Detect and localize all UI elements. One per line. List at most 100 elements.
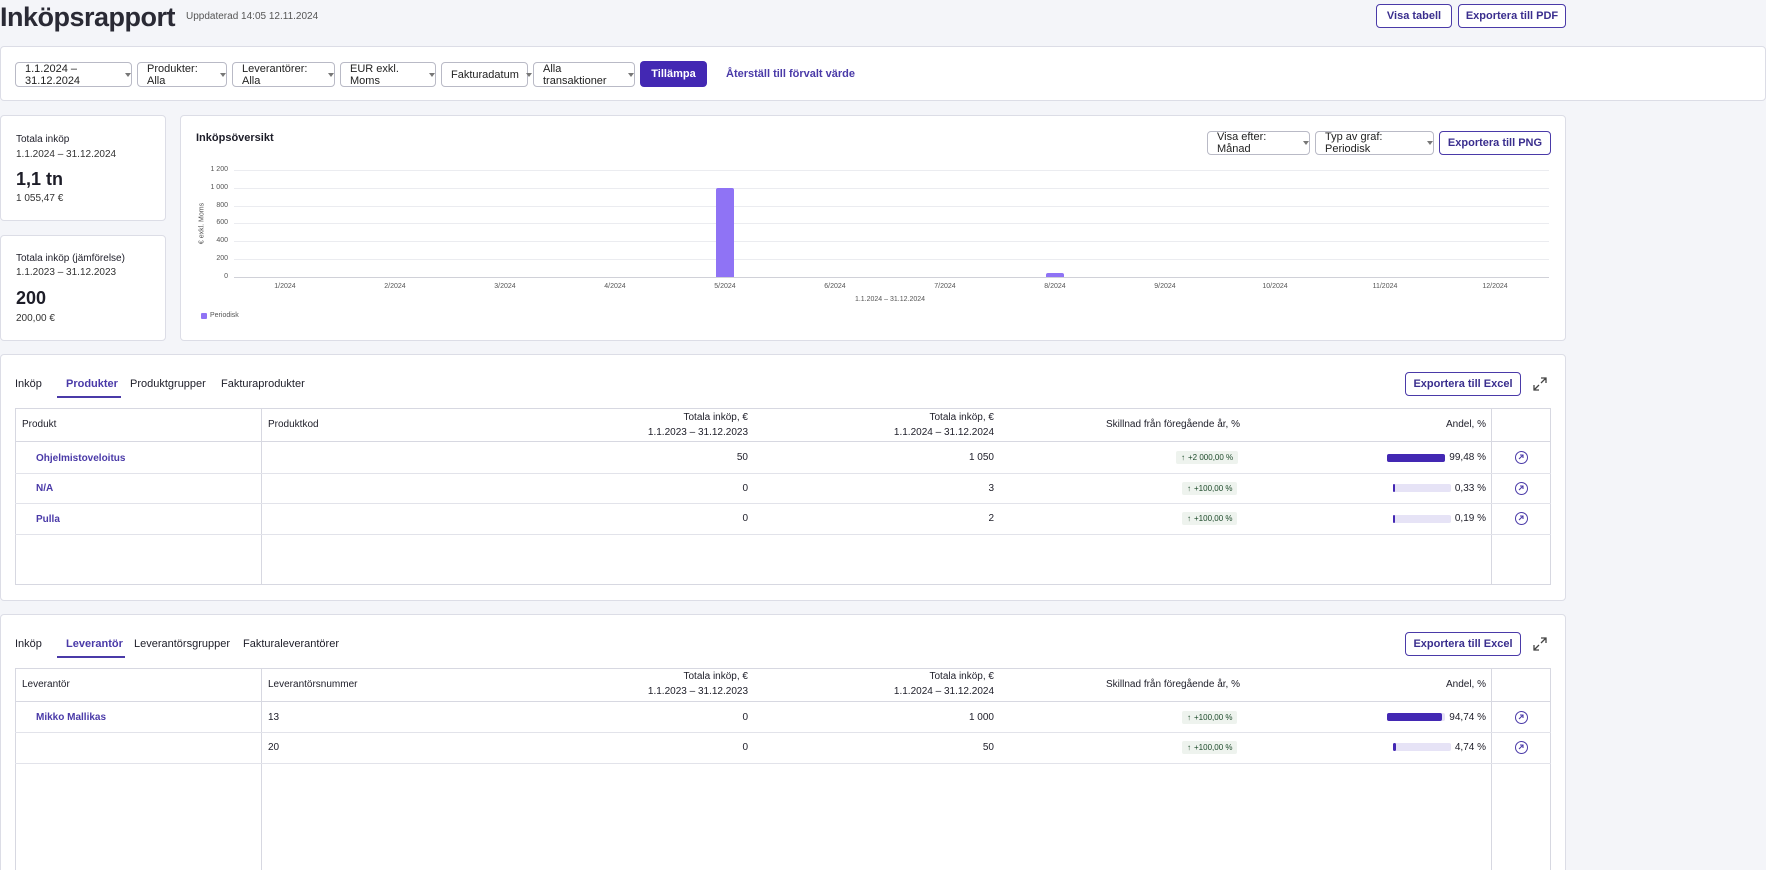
date-type-label: Fakturadatum bbox=[451, 68, 519, 81]
date-type-select[interactable]: Fakturadatum bbox=[441, 62, 532, 87]
y-tick-label: 1 200 bbox=[210, 166, 228, 173]
expand-icon[interactable] bbox=[1533, 637, 1547, 651]
diff-badge: ↑ +100,00 % bbox=[1182, 512, 1238, 525]
x-axis-label: 1.1.2024 – 31.12.2024 bbox=[854, 296, 926, 303]
apply-button[interactable]: Tillämpa bbox=[640, 61, 707, 87]
gridline bbox=[234, 206, 1549, 207]
date-range-select[interactable]: 1.1.2024 – 31.12.2024 bbox=[15, 62, 132, 87]
tab-invoice-suppliers[interactable]: Fakturaleverantörer bbox=[243, 638, 339, 650]
transactions-select[interactable]: Alla transaktioner bbox=[533, 62, 635, 87]
column-header-prev-total[interactable]: Totala inköp, € bbox=[683, 412, 749, 423]
gridline bbox=[234, 223, 1549, 224]
column-header-diff[interactable]: Skillnad från föregående år, % bbox=[1106, 419, 1240, 430]
column-header-code[interactable]: Produktkod bbox=[268, 419, 319, 430]
arrow-up-icon: ↑ bbox=[1187, 713, 1191, 722]
export-excel-button[interactable]: Exportera till Excel bbox=[1405, 372, 1521, 396]
tab-product-groups[interactable]: Produktgrupper bbox=[130, 378, 206, 390]
share-bar-fill bbox=[1387, 454, 1445, 462]
diff-value: +100,00 % bbox=[1194, 514, 1233, 523]
share-bar-fill bbox=[1393, 515, 1395, 523]
export-excel-button[interactable]: Exportera till Excel bbox=[1405, 632, 1521, 656]
reset-link[interactable]: Återställ till förvalt värde bbox=[726, 68, 855, 80]
open-detail-icon[interactable] bbox=[1515, 451, 1528, 464]
column-header-prev-total[interactable]: Totala inköp, € bbox=[683, 671, 749, 682]
suppliers-select[interactable]: Leverantörer: Alla bbox=[232, 62, 335, 87]
overview-title: Inköpsöversikt bbox=[196, 132, 274, 144]
export-png-button[interactable]: Exportera till PNG bbox=[1439, 131, 1551, 155]
total-purchases-value: 1,1 tn bbox=[16, 169, 64, 189]
column-header-product[interactable]: Produkt bbox=[22, 419, 57, 430]
share-value: 99,48 % bbox=[1449, 452, 1486, 463]
arrow-up-icon: ↑ bbox=[1187, 743, 1191, 752]
products-select[interactable]: Produkter: Alla bbox=[137, 62, 227, 87]
product-prev-value: 0 bbox=[742, 513, 748, 524]
tab-products[interactable]: Produkter bbox=[66, 378, 118, 390]
x-tick-label: 10/2024 bbox=[1262, 283, 1288, 290]
column-header-curr-total[interactable]: Totala inköp, € bbox=[929, 671, 995, 682]
product-name-link[interactable]: N/A bbox=[36, 483, 54, 494]
compare-purchases-exact: 200,00 € bbox=[16, 313, 55, 324]
column-header-supplier[interactable]: Leverantör bbox=[22, 679, 70, 690]
y-tick-label: 600 bbox=[216, 219, 228, 226]
column-header-prev-range: 1.1.2023 – 31.12.2023 bbox=[647, 427, 748, 438]
col-divider bbox=[261, 668, 262, 870]
share-value: 0,33 % bbox=[1454, 483, 1486, 494]
col-divider bbox=[1491, 668, 1492, 870]
column-header-curr-range: 1.1.2024 – 31.12.2024 bbox=[893, 686, 994, 697]
gridline bbox=[234, 188, 1549, 189]
products-label: Produkter: Alla bbox=[147, 62, 198, 87]
export-pdf-button[interactable]: Exportera till PDF bbox=[1458, 4, 1566, 28]
suppliers-table bbox=[15, 668, 1551, 870]
show-table-button[interactable]: Visa tabell bbox=[1376, 4, 1452, 28]
x-tick-label: 6/2024 bbox=[824, 283, 846, 290]
suppliers-section-label: Inköp bbox=[15, 638, 42, 650]
tab-supplier-groups[interactable]: Leverantörsgrupper bbox=[134, 638, 231, 650]
expand-icon[interactable] bbox=[1533, 377, 1547, 391]
supplier-name-link[interactable]: Mikko Mallikas bbox=[36, 712, 107, 723]
tab-supplier[interactable]: Leverantör bbox=[66, 638, 123, 650]
chevron-down-icon bbox=[125, 72, 131, 77]
arrow-up-icon: ↑ bbox=[1187, 514, 1191, 523]
open-detail-icon[interactable] bbox=[1515, 711, 1528, 724]
x-tick-label: 4/2024 bbox=[604, 283, 626, 290]
column-header-supplier-number[interactable]: Leverantörsnummer bbox=[268, 679, 358, 690]
x-tick-label: 8/2024 bbox=[1044, 283, 1066, 290]
chevron-down-icon bbox=[220, 72, 226, 77]
product-name-link[interactable]: Pulla bbox=[36, 514, 60, 525]
total-purchases-exact: 1 055,47 € bbox=[16, 193, 64, 204]
updated-timestamp: Uppdaterad 14:05 12.11.2024 bbox=[186, 11, 319, 22]
currency-select[interactable]: EUR exkl. Moms bbox=[340, 62, 436, 87]
chart-type-select[interactable]: Typ av graf: Periodisk bbox=[1315, 131, 1434, 155]
products-section-label: Inköp bbox=[15, 378, 42, 390]
chevron-down-icon bbox=[628, 72, 634, 77]
view-by-label: Visa efter: Månad bbox=[1217, 131, 1267, 155]
column-header-diff[interactable]: Skillnad från föregående år, % bbox=[1106, 679, 1240, 690]
chevron-down-icon bbox=[1303, 141, 1309, 145]
chart-bar-8/2024[interactable] bbox=[1046, 272, 1064, 277]
diff-badge: ↑ +2 000,00 % bbox=[1176, 451, 1239, 464]
currency-label: EUR exkl. Moms bbox=[350, 62, 399, 87]
product-name-link[interactable]: Ohjelmistoveloitus bbox=[36, 453, 126, 464]
column-header-curr-range: 1.1.2024 – 31.12.2024 bbox=[893, 427, 994, 438]
diff-value: +100,00 % bbox=[1194, 713, 1233, 722]
share-bar-fill bbox=[1393, 484, 1395, 492]
arrow-up-icon: ↑ bbox=[1181, 453, 1185, 462]
column-header-share[interactable]: Andel, % bbox=[1445, 679, 1486, 690]
tab-invoice-products[interactable]: Fakturaprodukter bbox=[221, 378, 305, 390]
supplier-curr-value: 50 bbox=[982, 742, 994, 753]
chevron-down-icon bbox=[1427, 141, 1433, 145]
product-prev-value: 50 bbox=[736, 452, 748, 463]
column-header-curr-total[interactable]: Totala inköp, € bbox=[929, 412, 995, 423]
chevron-down-icon bbox=[525, 72, 532, 77]
x-tick-label: 1/2024 bbox=[274, 283, 296, 290]
share-value: 94,74 % bbox=[1449, 712, 1486, 723]
open-detail-icon[interactable] bbox=[1515, 482, 1528, 495]
open-detail-icon[interactable] bbox=[1515, 741, 1528, 754]
compare-purchases-range: 1.1.2023 – 31.12.2023 bbox=[16, 267, 117, 278]
column-header-share[interactable]: Andel, % bbox=[1445, 419, 1486, 430]
view-by-select[interactable]: Visa efter: Månad bbox=[1207, 131, 1310, 155]
y-tick-label: 200 bbox=[216, 255, 228, 262]
open-detail-icon[interactable] bbox=[1515, 512, 1528, 525]
x-tick-label: 11/2024 bbox=[1372, 283, 1398, 290]
chart-bar-5/2024[interactable] bbox=[716, 187, 734, 277]
